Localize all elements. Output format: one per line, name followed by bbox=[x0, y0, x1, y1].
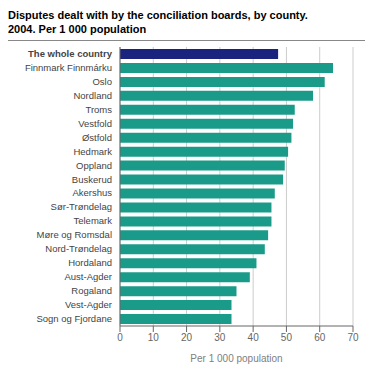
svg-text:0: 0 bbox=[117, 332, 123, 343]
svg-text:Troms: Troms bbox=[85, 104, 112, 115]
svg-text:30: 30 bbox=[214, 332, 226, 343]
svg-text:Sør-Trøndelag: Sør-Trøndelag bbox=[51, 201, 112, 212]
svg-text:Oppland: Oppland bbox=[76, 160, 112, 171]
svg-text:Møre og Romsdal: Møre og Romsdal bbox=[37, 229, 113, 240]
svg-text:10: 10 bbox=[148, 332, 160, 343]
svg-text:Vest-Agder: Vest-Agder bbox=[65, 299, 112, 310]
svg-text:Vestfold: Vestfold bbox=[78, 118, 112, 129]
svg-text:Oslo: Oslo bbox=[92, 76, 112, 87]
svg-text:Nord-Trøndelag: Nord-Trøndelag bbox=[45, 243, 112, 254]
svg-text:Per 1 000 population: Per 1 000 population bbox=[190, 353, 282, 364]
svg-text:Aust-Agder: Aust-Agder bbox=[64, 271, 112, 282]
svg-text:Akershus: Akershus bbox=[72, 187, 112, 198]
svg-text:70: 70 bbox=[347, 332, 359, 343]
svg-text:Hordaland: Hordaland bbox=[68, 257, 112, 268]
svg-text:50: 50 bbox=[281, 332, 293, 343]
svg-text:40: 40 bbox=[248, 332, 260, 343]
svg-text:60: 60 bbox=[314, 332, 326, 343]
svg-text:Buskerud: Buskerud bbox=[72, 174, 112, 185]
svg-text:Nordland: Nordland bbox=[73, 90, 112, 101]
svg-text:20: 20 bbox=[181, 332, 193, 343]
html-text:2004. Per 1 000 population: 2004. Per 1 000 population bbox=[8, 23, 147, 35]
svg-text:Rogaland: Rogaland bbox=[71, 285, 112, 296]
svg-text:Hedmark: Hedmark bbox=[73, 146, 112, 157]
svg-text:Finnmark Finnmárku: Finnmark Finnmárku bbox=[25, 62, 112, 73]
html-text:Disputes dealt with by the con: Disputes dealt with by the conciliation … bbox=[8, 9, 308, 21]
svg-text:Østfold: Østfold bbox=[82, 132, 112, 143]
svg-text:Telemark: Telemark bbox=[73, 215, 112, 226]
svg-text:The whole country: The whole country bbox=[28, 48, 113, 59]
svg-text:Sogn og Fjordane: Sogn og Fjordane bbox=[36, 313, 112, 324]
